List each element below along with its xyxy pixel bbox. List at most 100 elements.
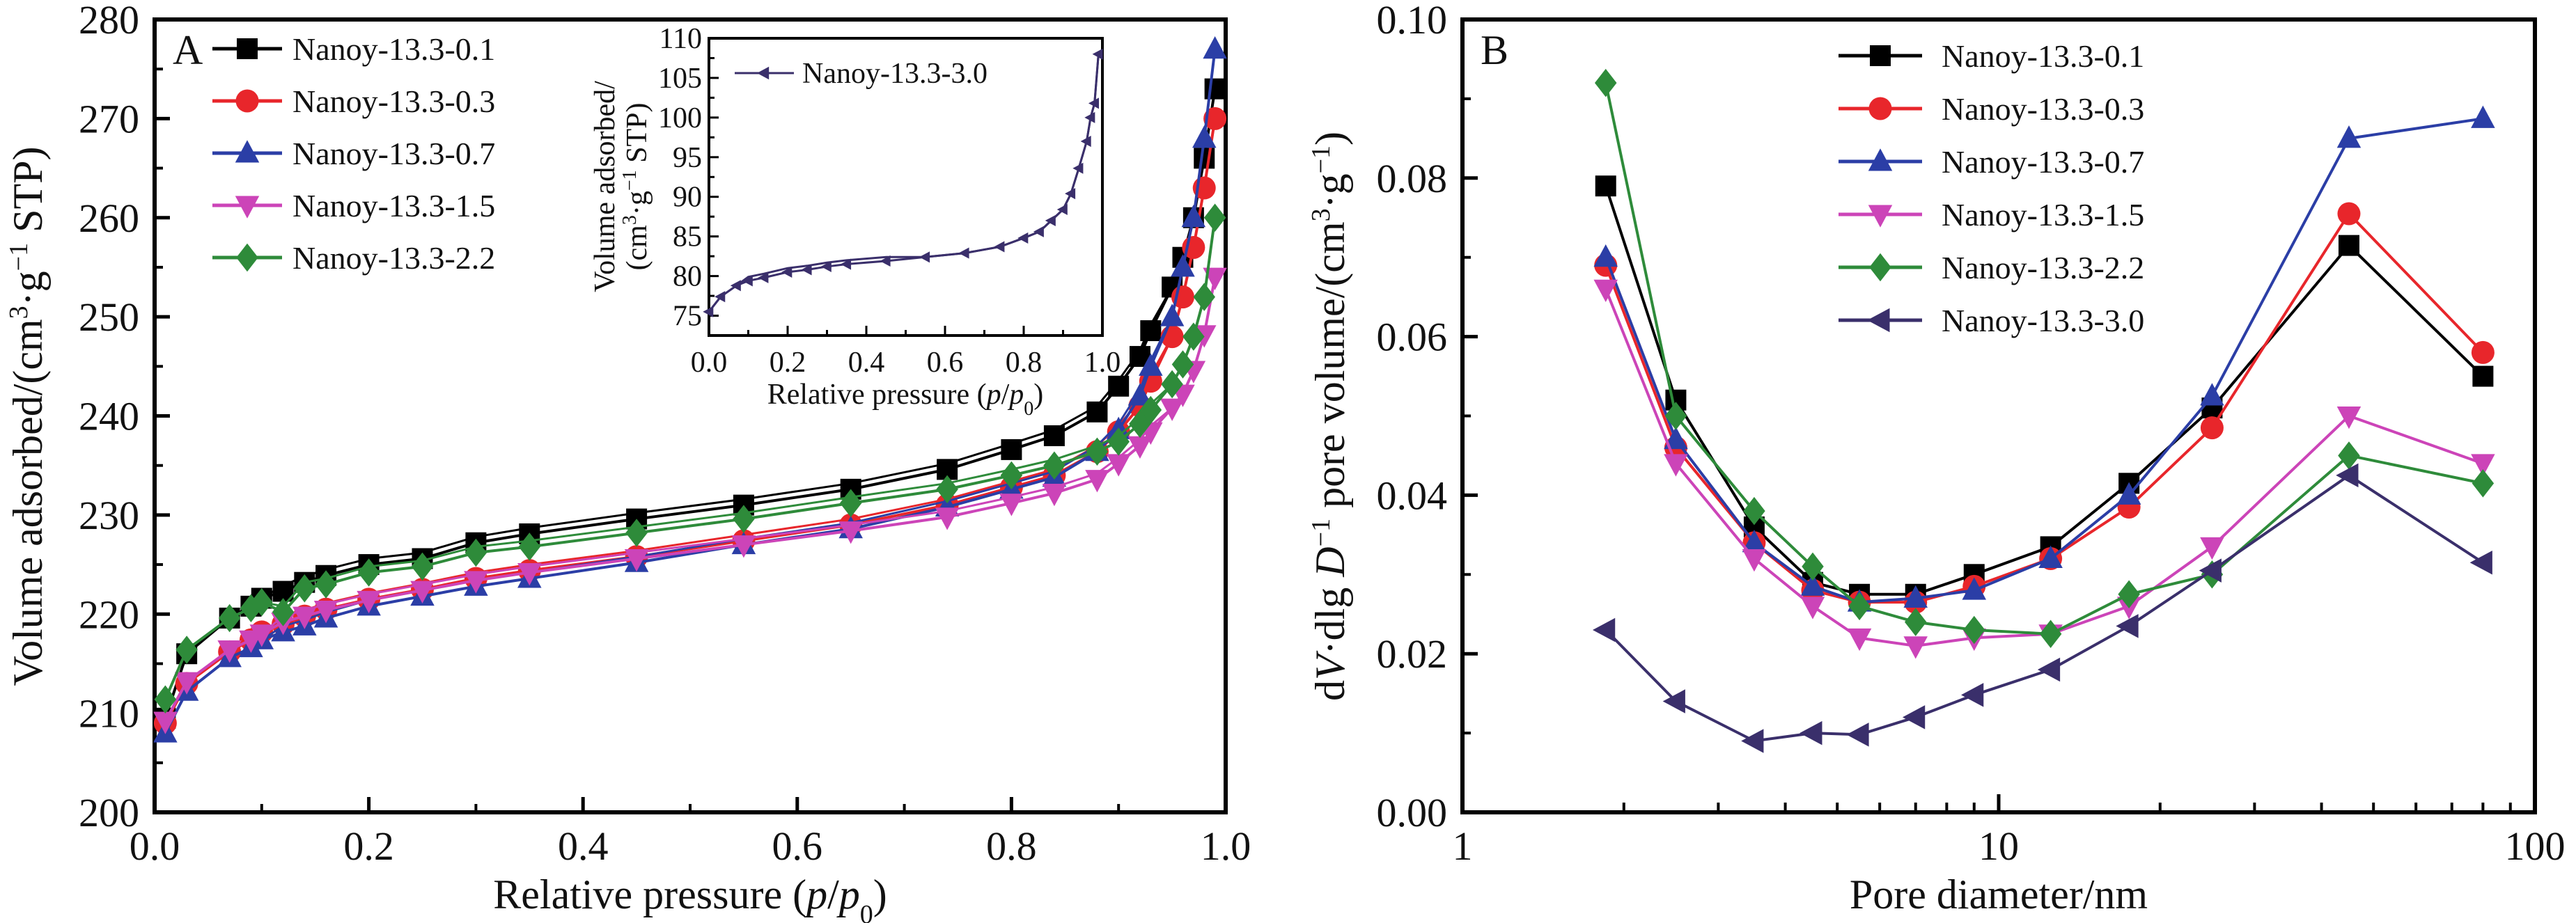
inset-xlabel-close: ) xyxy=(1033,379,1043,411)
inset-data-point xyxy=(801,264,812,276)
data-point xyxy=(357,590,381,614)
b-y-tick-label: 0.08 xyxy=(1377,156,1448,201)
data-point xyxy=(174,672,199,695)
data-point xyxy=(1902,705,1926,729)
b-ylabel-close: ) xyxy=(1307,132,1353,145)
legend-item: Nanoy-13.3-2.2 xyxy=(212,240,495,276)
xlabel-slash: / xyxy=(827,871,839,917)
b-ylabel-d: d xyxy=(1307,680,1353,701)
panel-b: 0.00 0.02 0.04 0.06 0.08 0.10 1 10 100 B Nanoy-… xyxy=(1306,0,2566,917)
data-point xyxy=(1181,205,1206,228)
y-tick-label: 230 xyxy=(79,493,139,538)
series-Nanoy-13.3-0.1 xyxy=(1595,175,2494,605)
legend-item: Nanoy-13.3-1.5 xyxy=(212,188,495,223)
data-point xyxy=(1664,426,1688,450)
y-tick-label: 250 xyxy=(79,294,139,340)
inset-y-tick-label: 75 xyxy=(673,301,702,333)
inset-x-tick-label: 1.0 xyxy=(1084,347,1121,379)
panel-b-y-ticks: 0.00 0.02 0.04 0.06 0.08 0.10 xyxy=(1377,0,1478,835)
data-point xyxy=(2200,383,2224,406)
legend-label: Nanoy-13.3-2.2 xyxy=(1942,250,2144,285)
inset-xlabel-slash: / xyxy=(1001,379,1010,411)
inset-data-point xyxy=(1092,48,1103,60)
series-line xyxy=(1604,288,2484,647)
legend-item: Nanoy-13.3-0.7 xyxy=(1839,144,2144,180)
panel-b-y-axis-title: dV·dlg D−1 pore volume/(cm3·g−1) xyxy=(1306,132,1353,701)
panel-a-x-ticks: 0.0 0.2 0.4 0.6 0.8 1.0 xyxy=(130,797,1251,869)
inset-legend-label: Nanoy-13.3-3.0 xyxy=(802,58,988,90)
inset-data-point xyxy=(1033,226,1044,237)
inset-xlabel-p: p xyxy=(985,379,1001,411)
data-point xyxy=(465,538,487,567)
series-Nanoy-13.3-2.2 xyxy=(154,203,1226,713)
inset-data-point xyxy=(1080,135,1091,148)
inset-legend-marker xyxy=(757,66,770,80)
legend-label: Nanoy-13.3-1.5 xyxy=(292,188,495,223)
data-point xyxy=(2471,454,2495,477)
data-point xyxy=(1742,549,1767,572)
data-point xyxy=(1000,461,1023,490)
inset-x-tick-label: 0.0 xyxy=(691,347,728,379)
data-point xyxy=(1961,683,1984,707)
data-point xyxy=(2118,580,2140,609)
data-point xyxy=(2116,482,2141,505)
panel-b-x-ticks: 1 10 100 xyxy=(1453,794,2566,869)
data-point xyxy=(1171,350,1194,379)
legend-marker xyxy=(236,243,258,272)
x-tick-label: 0.2 xyxy=(343,823,394,869)
data-point xyxy=(410,581,435,604)
inset-x-tick-label: 0.6 xyxy=(927,347,964,379)
data-point xyxy=(2037,657,2061,682)
data-point xyxy=(1182,322,1205,351)
data-point xyxy=(1140,320,1162,342)
inset-y-tick-label: 80 xyxy=(673,261,702,293)
data-point xyxy=(838,521,863,544)
data-point xyxy=(315,570,337,599)
inset-xlabel-sub: 0 xyxy=(1024,398,1033,420)
data-point xyxy=(1106,454,1131,477)
inset-data-point xyxy=(1072,162,1084,174)
data-point xyxy=(517,562,542,586)
data-point xyxy=(2338,235,2359,256)
b-ylabel-V: V xyxy=(1307,650,1353,680)
legend-label: Nanoy-13.3-2.2 xyxy=(292,240,495,276)
panel-a: 200 210 220 230 240 250 260 270 280 0.0 0.2 0.4 0.6… xyxy=(4,0,1251,923)
xlabel-p0: p xyxy=(836,871,860,917)
data-point xyxy=(1742,529,1767,553)
legend-item: Nanoy-13.3-1.5 xyxy=(1839,197,2144,232)
inset-xlabel-main: Relative pressure ( xyxy=(767,379,987,411)
panel-b-frame xyxy=(1460,17,2537,814)
data-point xyxy=(1203,267,1227,290)
b-ylabel-g: ·g xyxy=(1307,173,1353,208)
data-point xyxy=(293,574,316,603)
y-tick-label: 260 xyxy=(79,196,139,241)
inset-ylabel-sup2: −1 xyxy=(619,170,641,191)
legend-marker xyxy=(1867,308,1890,333)
ylabel-sup2: −1 xyxy=(4,243,33,271)
inset-ylabel-end: STP) xyxy=(621,103,653,171)
legend-item: Nanoy-13.3-0.7 xyxy=(212,136,495,171)
data-point xyxy=(2336,407,2362,429)
b-ylabel-sup0: −1 xyxy=(1306,519,1336,546)
data-point xyxy=(1193,283,1215,311)
legend-marker xyxy=(1868,148,1893,171)
inset-data-point xyxy=(880,255,891,267)
b-x-tick-label: 1 xyxy=(1453,823,1473,869)
inset-x-tick-label: 0.4 xyxy=(848,347,885,379)
legend-marker xyxy=(1869,253,1891,282)
data-point xyxy=(2116,614,2139,638)
data-point xyxy=(1194,148,1215,169)
data-point xyxy=(357,558,380,587)
data-point xyxy=(1800,720,1822,746)
y-tick-label: 280 xyxy=(79,0,139,42)
inset-ylabel-open: (cm xyxy=(621,225,653,271)
panel-a-x-axis-title: Relative pressure (p/p0) xyxy=(493,871,887,923)
data-point xyxy=(1743,496,1765,526)
inset-data-point xyxy=(703,306,714,317)
data-point xyxy=(2471,340,2495,364)
data-point xyxy=(411,552,434,581)
inset-series-Nanoy-13.3-3.0 xyxy=(703,48,1103,317)
panel-a-y-ticks: 200 210 220 230 240 250 260 270 280 xyxy=(79,0,170,835)
ylabel-main: Volume adsorbed/(cm xyxy=(5,319,51,686)
data-point xyxy=(2038,545,2063,569)
